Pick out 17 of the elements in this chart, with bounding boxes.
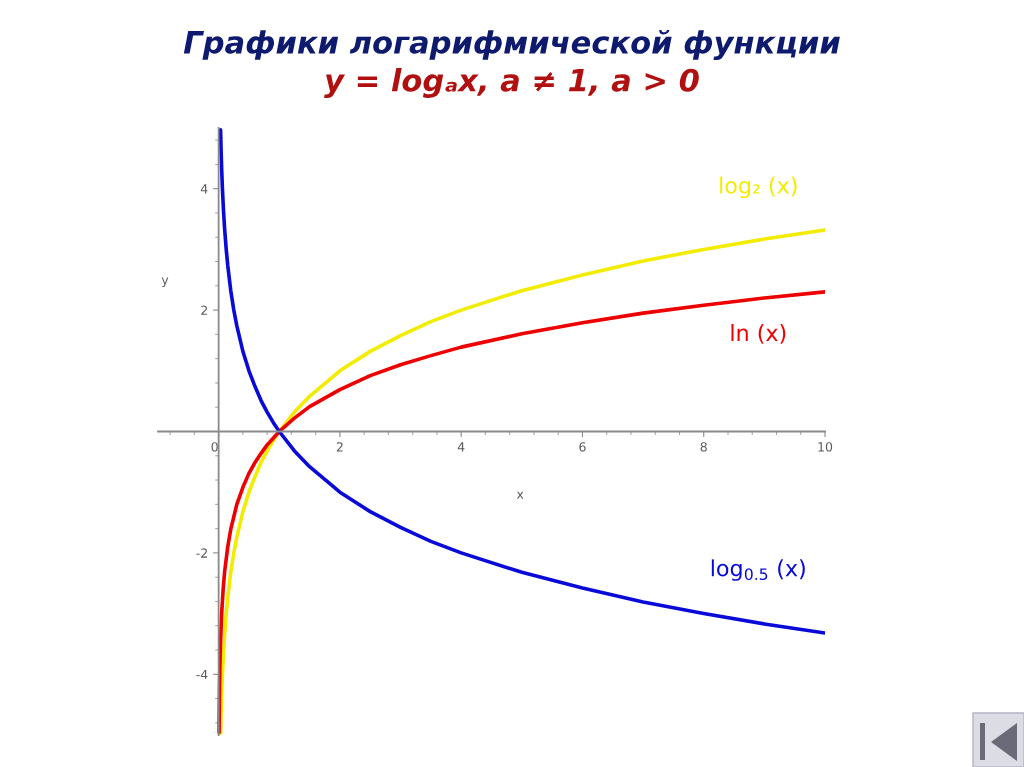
x-tick-label: 0 — [211, 442, 218, 452]
series-label: log$_{0.5}$ (x) — [711, 559, 805, 581]
x-tick-label: 10 — [818, 442, 833, 452]
series-label: ln (x) — [731, 324, 786, 344]
y-axis-title: y — [161, 277, 169, 288]
y-tick-label: -4 — [196, 669, 208, 680]
y-tick-label: -2 — [196, 548, 207, 558]
x-axis-title: x — [516, 491, 524, 499]
x-tick-label: 8 — [700, 442, 707, 452]
y-tick-label: 2 — [201, 305, 207, 315]
series-label: log₂ (x) — [720, 176, 797, 199]
y-tick-label: 4 — [200, 184, 208, 194]
x-tick-label: 6 — [579, 442, 586, 452]
x-tick-label: 4 — [457, 442, 465, 452]
x-tick-label: 2 — [336, 442, 343, 452]
chart-title: Графики логарифмической функции — [183, 30, 840, 60]
chart-subtitle: y = logₐx, a ≠ 1, a > 0 — [324, 68, 699, 98]
